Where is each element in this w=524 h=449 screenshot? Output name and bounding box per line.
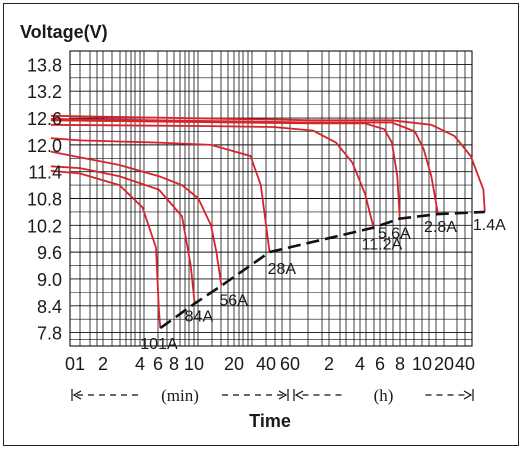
y-tick-label: 13.8 — [27, 55, 62, 75]
grid-lines — [69, 50, 473, 347]
x-tick-label-h: 10 — [412, 354, 432, 374]
curve-label-84A: 84A — [185, 309, 214, 326]
curve-label-101A: 101A — [140, 336, 178, 353]
curve-28A — [50, 137, 271, 253]
x-tick-label-min: 4 — [135, 354, 145, 374]
y-tick-label: 10.2 — [27, 216, 62, 236]
x-tick-label-h: 4 — [355, 354, 365, 374]
hour-bracket-left-arrow — [294, 390, 304, 400]
cutoff-line-group — [159, 210, 485, 330]
minute-bracket-left-arrow — [72, 390, 82, 400]
curve-101A — [50, 169, 162, 329]
curve-84A — [50, 165, 196, 304]
discharge-curves — [50, 114, 486, 329]
x-tick-label-h: 2 — [324, 354, 334, 374]
cutoff-line — [159, 210, 485, 330]
y-tick-label: 10.8 — [27, 190, 62, 210]
curve-labels: 101A 84A 56A 28A 11.2A5.6A 2.8A 1.4A — [140, 217, 506, 353]
curve-5.6A — [50, 119, 401, 219]
x-tick-label-min: 20 — [224, 354, 244, 374]
y-tick-label: 13.2 — [27, 82, 62, 102]
time-unit-brackets: (min) (h) — [71, 386, 474, 405]
y-tick-label: 11.4 — [28, 163, 62, 183]
x-axis-title: Time — [249, 411, 291, 431]
discharge-chart: Voltage(V) 7.8 8.4 9.0 9.6 10.2 10.8 11.4 12.0 1… — [20, 22, 506, 431]
x-tick-label-h: 6 — [375, 354, 385, 374]
x-tick-label-min: 6 — [153, 354, 163, 374]
hour-bracket-right-arrow — [463, 390, 473, 400]
x-tick-label-min: 0 — [65, 354, 75, 374]
curve-label-11.2A: 11.2A — [362, 237, 403, 254]
x-tick-label-min: 60 — [280, 354, 300, 374]
hour-bracket-label: (h) — [374, 386, 394, 405]
y-axis-title: Voltage(V) — [20, 22, 108, 42]
x-tick-label-min: 8 — [169, 354, 179, 374]
curve-56A — [50, 150, 223, 286]
x-tick-label-h: 40 — [455, 354, 475, 374]
x-tick-label-h: 8 — [395, 354, 405, 374]
curve-1.4A — [50, 114, 486, 212]
y-tick-label: 7.8 — [37, 324, 62, 344]
y-tick-label: 12.6 — [27, 109, 62, 129]
curve-label-5.6A: 5.6A — [378, 226, 411, 243]
curve-label-28A: 28A — [268, 261, 297, 278]
curve-label-56A: 56A — [219, 293, 248, 310]
x-tick-labels: 0 1 2 4 6 8 10 20 40 60 2 4 6 8 10 20 40 — [65, 354, 475, 374]
chart-frame: Voltage(V) 7.8 8.4 9.0 9.6 10.2 10.8 11.4 12.0 1… — [3, 3, 519, 446]
curve-label-1.4A: 1.4A — [473, 217, 506, 234]
curve-2.8A — [50, 118, 439, 215]
y-tick-label: 12.0 — [27, 136, 62, 156]
x-tick-label-min: 10 — [184, 354, 204, 374]
y-tick-label: 8.4 — [37, 297, 62, 317]
curve-label-2.8A: 2.8A — [424, 219, 457, 236]
minute-bracket-label: (min) — [161, 386, 199, 405]
y-tick-labels: 7.8 8.4 9.0 9.6 10.2 10.8 11.4 12.0 12.6 13.2 13.8 — [27, 55, 62, 343]
x-tick-label-min: 1 — [75, 354, 85, 374]
minute-bracket-right-arrow — [278, 390, 288, 400]
x-tick-label-min: 2 — [98, 354, 108, 374]
y-tick-label: 9.6 — [37, 243, 62, 263]
x-tick-label-min: 40 — [256, 354, 276, 374]
curve-11.2A — [50, 123, 375, 228]
x-tick-label-h: 20 — [434, 354, 454, 374]
y-tick-label: 9.0 — [37, 270, 62, 290]
